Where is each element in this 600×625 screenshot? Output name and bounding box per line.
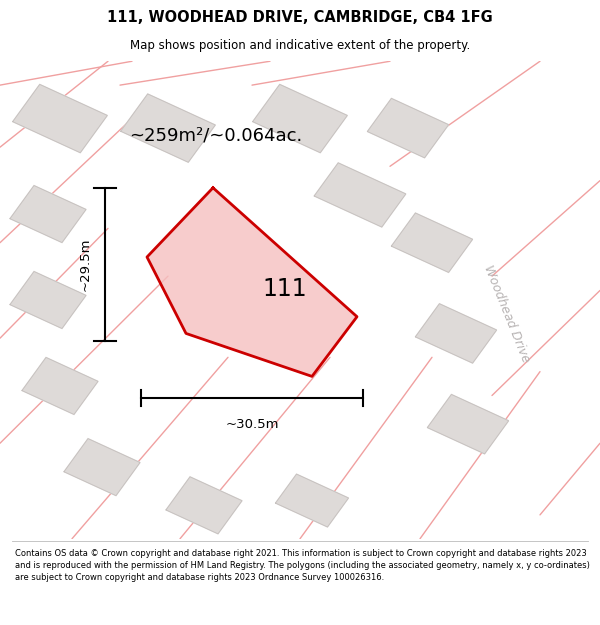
Polygon shape	[13, 84, 107, 152]
Polygon shape	[10, 186, 86, 242]
Polygon shape	[391, 213, 473, 272]
Text: ~30.5m: ~30.5m	[225, 418, 279, 431]
Polygon shape	[166, 477, 242, 534]
Text: 111, WOODHEAD DRIVE, CAMBRIDGE, CB4 1FG: 111, WOODHEAD DRIVE, CAMBRIDGE, CB4 1FG	[107, 9, 493, 24]
Polygon shape	[367, 98, 449, 158]
Text: ~259m²/~0.064ac.: ~259m²/~0.064ac.	[130, 126, 302, 144]
Polygon shape	[415, 304, 497, 363]
Polygon shape	[22, 357, 98, 414]
Polygon shape	[253, 84, 347, 152]
Text: 111: 111	[263, 278, 307, 301]
Text: Contains OS data © Crown copyright and database right 2021. This information is : Contains OS data © Crown copyright and d…	[15, 549, 590, 582]
Polygon shape	[427, 394, 509, 454]
Polygon shape	[10, 271, 86, 329]
Text: Woodhead Drive: Woodhead Drive	[481, 264, 533, 365]
Polygon shape	[64, 439, 140, 496]
Polygon shape	[147, 188, 357, 376]
Text: Map shows position and indicative extent of the property.: Map shows position and indicative extent…	[130, 39, 470, 52]
Polygon shape	[314, 163, 406, 227]
Polygon shape	[121, 94, 215, 162]
Text: ~29.5m: ~29.5m	[79, 238, 92, 291]
Polygon shape	[275, 474, 349, 527]
